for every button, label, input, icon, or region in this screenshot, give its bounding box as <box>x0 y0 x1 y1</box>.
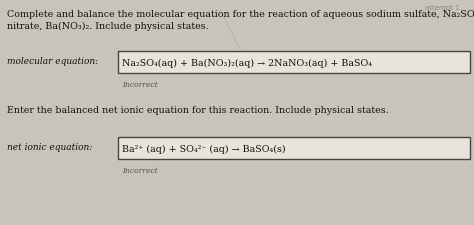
Bar <box>118 137 470 159</box>
Text: Complete and balance the molecular equation for the reaction of aqueous sodium s: Complete and balance the molecular equat… <box>7 10 474 19</box>
Text: molecular equation:: molecular equation: <box>7 57 98 66</box>
Text: nitrate, Ba(NO₃)₂. Include physical states.: nitrate, Ba(NO₃)₂. Include physical stat… <box>7 22 209 31</box>
Text: Ba²⁺ (aq) + SO₄²⁻ (aq) → BaSO₄(s): Ba²⁺ (aq) + SO₄²⁻ (aq) → BaSO₄(s) <box>122 144 286 153</box>
Text: Incorrect: Incorrect <box>122 81 158 89</box>
Bar <box>118 52 470 74</box>
Text: attempt 1: attempt 1 <box>425 5 460 11</box>
Text: net ionic equation:: net ionic equation: <box>7 143 92 152</box>
Text: Incorrect: Incorrect <box>122 166 158 174</box>
Text: Enter the balanced net ionic equation for this reaction. Include physical states: Enter the balanced net ionic equation fo… <box>7 106 389 115</box>
Text: Na₂SO₄(aq) + Ba(NO₃)₂(aq) → 2NaNO₃(aq) + BaSO₄: Na₂SO₄(aq) + Ba(NO₃)₂(aq) → 2NaNO₃(aq) +… <box>122 58 372 67</box>
